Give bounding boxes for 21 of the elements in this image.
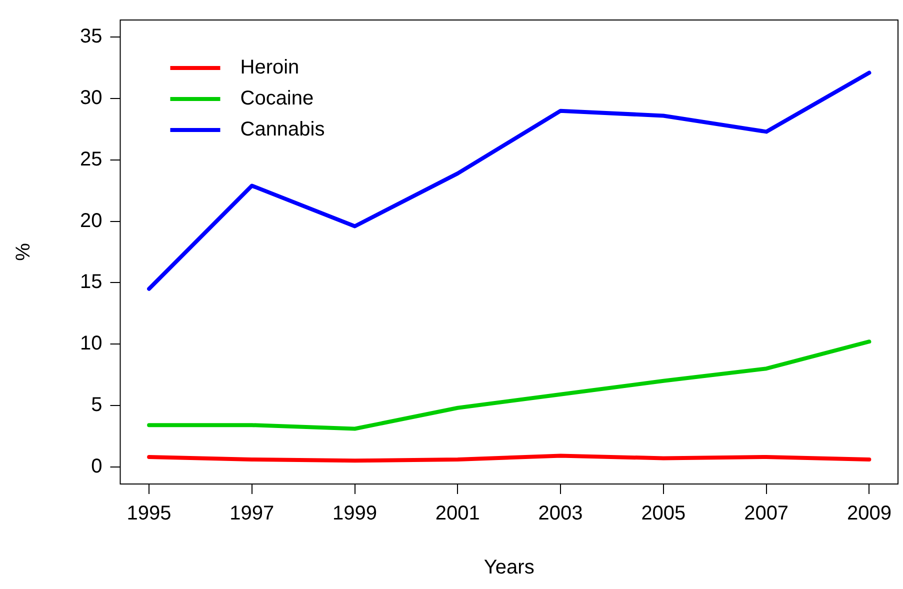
legend-label: Cannabis: [240, 118, 325, 141]
y-tick-label: 15: [80, 271, 102, 294]
x-tick-label: 2003: [538, 502, 583, 525]
x-tick-label: 1995: [126, 502, 172, 525]
y-tick-label: 0: [91, 455, 102, 478]
x-tick-label: 2007: [744, 502, 789, 525]
y-tick-label: 10: [80, 332, 102, 355]
y-axis-title: %: [12, 242, 35, 261]
legend-label: Cocaine: [240, 88, 314, 110]
x-tick-label: 2009: [846, 502, 892, 525]
y-tick-label: 25: [80, 148, 102, 170]
legend-label: Heroin: [240, 56, 300, 79]
y-tick-label: 5: [91, 394, 102, 416]
x-tick-label: 1997: [230, 502, 274, 525]
y-tick-label: 30: [80, 87, 102, 110]
x-axis-title: Years: [484, 556, 534, 579]
x-tick-label: 1999: [332, 502, 378, 525]
x-tick-label: 2001: [435, 502, 480, 525]
x-tick-label: 2005: [641, 502, 686, 525]
y-tick-label: 35: [80, 26, 102, 48]
y-tick-label: 20: [80, 210, 102, 232]
